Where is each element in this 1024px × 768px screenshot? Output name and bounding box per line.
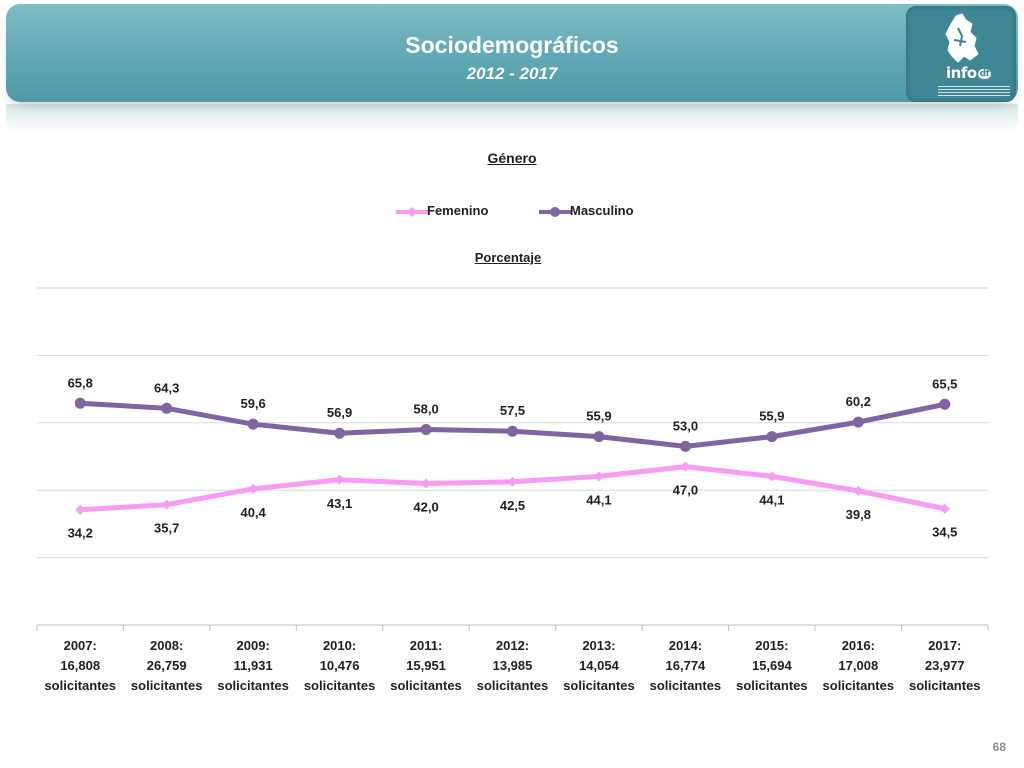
data-point-masculino xyxy=(593,431,605,443)
data-point-masculino xyxy=(74,397,86,409)
banner-reflection xyxy=(6,104,1018,134)
page-title: Sociodemográficos xyxy=(405,32,619,58)
legend-label-femenino: Femenino xyxy=(427,203,489,218)
data-point-masculino xyxy=(161,402,173,414)
data-label-femenino: 35,7 xyxy=(154,521,179,536)
page-subtitle: 2012 - 2017 xyxy=(466,64,558,83)
x-tick-label: 2007: 16,808 solicitantes xyxy=(44,638,116,693)
data-point-femenino xyxy=(766,471,777,482)
data-point-femenino xyxy=(161,499,172,510)
data-label-masculino: 65,8 xyxy=(68,375,93,390)
legend-marker-femenino xyxy=(396,207,428,217)
data-point-masculino xyxy=(939,398,951,410)
data-label-masculino: 57,5 xyxy=(500,403,525,418)
data-label-masculino: 65,5 xyxy=(932,376,957,391)
logo-wordmark: info df xyxy=(946,64,992,82)
data-label-femenino: 44,1 xyxy=(586,492,611,507)
logo-fine-print xyxy=(938,86,1010,98)
data-point-femenino xyxy=(680,461,691,472)
x-tick-label: 2012: 13,985 solicitantes xyxy=(476,638,549,693)
data-label-masculino: 59,6 xyxy=(240,396,265,411)
data-point-masculino xyxy=(679,440,691,452)
data-point-femenino xyxy=(421,478,432,489)
data-label-masculino: 56,9 xyxy=(327,405,352,420)
x-tick-label: 2009: 11,931 solicitantes xyxy=(217,638,289,693)
legend-marker-masculino xyxy=(539,207,571,217)
x-tick-label: 2013: 14,054 solicitantes xyxy=(563,638,635,693)
data-label-femenino: 44,1 xyxy=(759,492,784,507)
data-point-femenino xyxy=(939,503,950,514)
data-point-femenino xyxy=(334,474,345,485)
x-tick-label: 2011: 15,951 solicitantes xyxy=(390,638,462,693)
data-point-masculino xyxy=(420,424,432,436)
x-tick-label: 2016: 17,008 solicitantes xyxy=(822,638,895,693)
x-tick-label: 2014: 16,774 solicitantes xyxy=(649,638,722,693)
data-point-masculino xyxy=(507,425,518,437)
data-label-masculino: 58,0 xyxy=(413,402,438,417)
infodf-logo: info df xyxy=(906,6,1016,102)
city-map-icon xyxy=(945,13,979,63)
data-label-masculino: 64,3 xyxy=(154,380,179,395)
data-label-femenino: 42,5 xyxy=(500,498,525,513)
data-label-femenino: 47,0 xyxy=(673,483,698,498)
data-label-masculino: 60,2 xyxy=(846,394,871,409)
x-tick-label: 2008: 26,759 solicitantes xyxy=(130,638,203,693)
data-label-femenino: 40,4 xyxy=(240,505,266,520)
data-point-masculino xyxy=(334,427,346,439)
x-tick-label: 2017: 23,977 solicitantes xyxy=(909,638,981,693)
data-point-femenino xyxy=(75,504,86,515)
data-label-femenino: 42,0 xyxy=(413,499,438,514)
data-label-masculino: 55,9 xyxy=(586,409,611,424)
data-label-femenino: 34,5 xyxy=(932,525,957,540)
data-label-masculino: 53,0 xyxy=(673,418,698,433)
chart-subtitle: Porcentaje xyxy=(474,250,542,265)
data-label-masculino: 55,9 xyxy=(759,409,784,424)
data-point-femenino xyxy=(593,471,604,482)
page-number: 68 xyxy=(992,740,1006,754)
data-label-femenino: 39,8 xyxy=(846,507,871,522)
data-label-femenino: 43,1 xyxy=(327,496,352,511)
chart-title: Género xyxy=(487,150,537,166)
x-tick-label: 2010: 10,476 solicitantes xyxy=(303,638,376,693)
data-point-masculino xyxy=(766,431,778,443)
header-banner: Sociodemográficos 2012 - 2017 xyxy=(6,4,1018,102)
data-point-masculino xyxy=(247,418,259,430)
x-tick-label: 2015: 15,694 solicitantes xyxy=(736,638,808,693)
legend-label-masculino: Masculino xyxy=(570,203,634,218)
data-point-femenino xyxy=(507,476,518,487)
data-label-femenino: 34,2 xyxy=(68,526,93,541)
data-point-femenino xyxy=(853,485,864,496)
data-point-femenino xyxy=(248,483,259,494)
data-point-masculino xyxy=(852,416,864,428)
